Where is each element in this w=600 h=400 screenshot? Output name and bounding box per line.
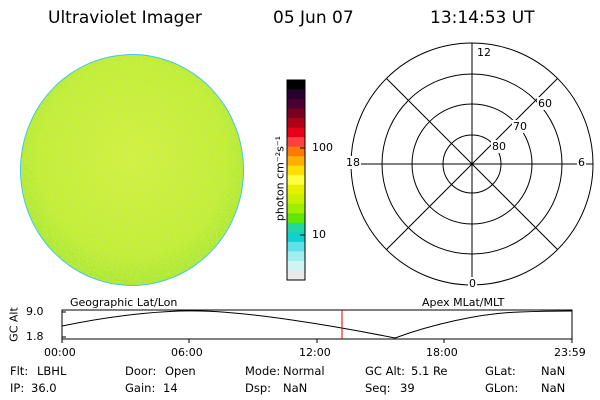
status-glon-value: NaN: [541, 381, 566, 395]
mlat-label-70: 70: [512, 120, 528, 133]
color-bar-band: [287, 146, 305, 157]
status-mode-label: Mode:: [245, 364, 281, 378]
altitude-left-title: Geographic Lat/Lon: [70, 296, 178, 309]
mlt-label-18: 18: [345, 156, 361, 169]
status-door-label: Door:: [125, 364, 157, 378]
altitude-y-tick-max: 9.0: [26, 305, 44, 318]
x-tick-2359: 23:59: [554, 346, 586, 359]
time-label: 13:14:53 UT: [430, 8, 535, 28]
color-bar-band: [287, 232, 305, 243]
status-dsp-label: Dsp:: [245, 381, 272, 395]
altitude-curve: [61, 310, 573, 339]
color-bar-band: [287, 270, 305, 281]
polar-grid: [350, 42, 594, 286]
altitude-y-tick-min: 1.8: [26, 330, 44, 343]
color-bar-band: [287, 165, 305, 176]
mlat-label-60: 60: [537, 97, 553, 110]
colorbar-unit-label: photon cm⁻²s⁻¹: [273, 135, 287, 222]
date-label: 05 Jun 07: [273, 8, 354, 28]
color-bar-band: [287, 156, 305, 167]
colorbar-tick-100: 100: [312, 141, 333, 154]
color-bar-band: [287, 241, 305, 252]
color-bar-band: [287, 175, 305, 186]
mlt-label-0: 0: [468, 277, 477, 290]
status-mode-value: Normal: [283, 364, 325, 378]
color-bar-band: [287, 184, 305, 195]
color-bar-band: [287, 203, 305, 214]
color-bar-frame: [286, 79, 306, 281]
status-door-value: Open: [165, 364, 196, 378]
x-tick-1200: 12:00: [299, 346, 331, 359]
x-tick-0000: 00:00: [44, 346, 76, 359]
uv-image-disk: [20, 54, 244, 286]
mlt-label-6: 6: [577, 156, 586, 169]
status-gain-value: 14: [163, 381, 178, 395]
instrument-title: Ultraviolet Imager: [48, 8, 202, 28]
status-gain-label: Gain:: [125, 381, 156, 395]
color-bar-band: [287, 118, 305, 129]
altitude-axis-label: GC Alt: [7, 307, 21, 342]
color-bar-band: [287, 108, 305, 119]
status-flt-label: Flt:: [10, 364, 29, 378]
status-glon-label: GLon:: [485, 381, 519, 395]
altitude-right-title: Apex MLat/MLT: [422, 296, 505, 309]
status-gcalt-value: 5.1 Re: [411, 364, 448, 378]
colorbar-tick-10: 10: [312, 228, 326, 241]
color-bar-band: [287, 80, 305, 91]
color-bar-band: [287, 99, 305, 110]
color-bar-band: [287, 251, 305, 262]
color-bar-band: [287, 222, 305, 233]
status-seq-value: 39: [400, 381, 415, 395]
status-glat-label: GLat:: [485, 364, 516, 378]
x-tick-1800: 18:00: [426, 346, 458, 359]
status-seq-label: Seq:: [365, 381, 391, 395]
status-gcalt-label: GC Alt:: [365, 364, 406, 378]
altitude-x-ticks: [61, 339, 573, 343]
status-flt-value: LBHL: [37, 364, 67, 378]
status-ip-value: 36.0: [31, 381, 57, 395]
color-bar-band: [287, 137, 305, 148]
color-bar-band: [287, 260, 305, 271]
color-bar-band: [287, 127, 305, 138]
status-glat-value: NaN: [541, 364, 566, 378]
color-bar-band: [287, 89, 305, 100]
status-dsp-value: NaN: [283, 381, 308, 395]
mlt-label-12: 12: [476, 46, 492, 59]
color-bar: [287, 80, 305, 281]
color-bar-band: [287, 213, 305, 224]
mlat-label-80: 80: [491, 140, 507, 153]
status-ip-label: IP:: [10, 381, 25, 395]
color-bar-band: [287, 194, 305, 205]
x-tick-0600: 06:00: [171, 346, 203, 359]
